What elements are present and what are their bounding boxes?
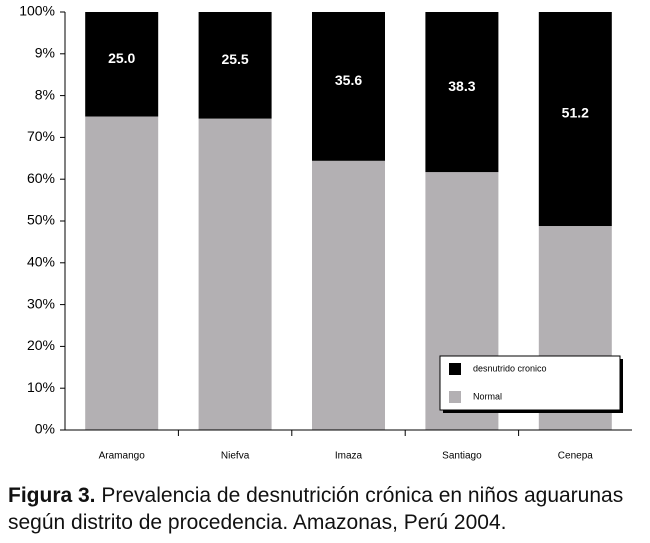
y-tick-label: 10% [27, 379, 55, 395]
y-tick-label: 20% [27, 337, 55, 353]
y-tick-label: 50% [27, 212, 55, 228]
y-tick-label: 60% [27, 170, 55, 186]
y-tick-label: 40% [27, 254, 55, 270]
y-tick-label: 100% [19, 3, 55, 19]
x-tick-label: Aramango [99, 451, 146, 462]
x-tick-label: Santiago [442, 451, 482, 462]
legend-label: desnutrido cronico [473, 363, 547, 373]
data-label: 25.0 [108, 50, 135, 66]
data-label: 38.3 [448, 78, 475, 94]
bar-segment [312, 12, 385, 161]
y-tick-label: 8% [35, 86, 55, 102]
legend [439, 355, 621, 411]
bar-segment [198, 118, 272, 430]
bar-segment [425, 12, 499, 173]
legend-label: Normal [473, 391, 502, 401]
bar-segment [538, 12, 612, 227]
bar-segment [85, 116, 159, 430]
caption: Figura 3. Prevalencia de desnutrición cr… [8, 482, 644, 536]
data-label: 35.6 [335, 72, 362, 88]
x-tick-label: Imaza [335, 451, 363, 462]
y-tick-label: 0% [35, 421, 55, 437]
x-tick-label: Cenepa [558, 451, 593, 462]
legend-swatch [449, 391, 461, 403]
caption-label: Figura 3. [8, 484, 96, 507]
data-label: 51.2 [562, 105, 589, 121]
y-tick-label: 30% [27, 295, 55, 311]
x-tick-label: Niefva [221, 451, 250, 462]
bar-segment [312, 160, 385, 431]
caption-text: Prevalencia de desnutrición crónica en n… [8, 484, 624, 534]
bar-segment [198, 12, 272, 119]
data-label: 25.5 [221, 51, 248, 67]
legend-swatch [449, 363, 461, 375]
y-tick-label: 9% [35, 45, 55, 61]
bar-segment [85, 12, 159, 117]
y-tick-label: 70% [27, 128, 55, 144]
chart: 0% 10% 20% 30% 40% 50% 60% 70% 8% 9% 100% 25.0 Arama… [19, 3, 632, 462]
